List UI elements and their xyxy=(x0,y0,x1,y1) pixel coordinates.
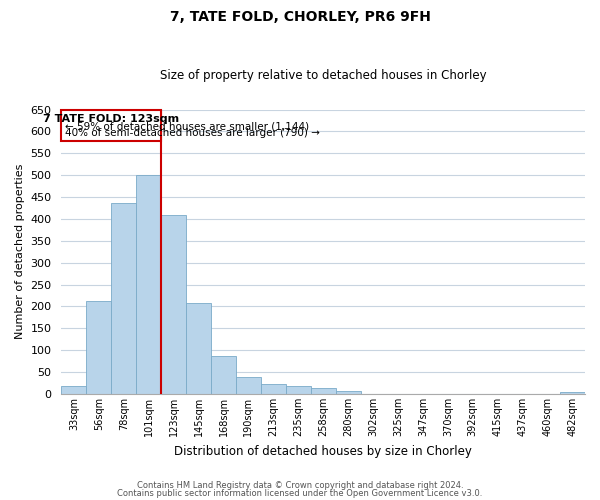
Bar xyxy=(186,304,211,394)
Text: ← 59% of detached houses are smaller (1,144): ← 59% of detached houses are smaller (1,… xyxy=(65,122,309,132)
Bar xyxy=(261,384,286,394)
Bar xyxy=(311,388,335,394)
Bar xyxy=(236,376,261,394)
Text: 40% of semi-detached houses are larger (790) →: 40% of semi-detached houses are larger (… xyxy=(65,128,320,138)
Bar xyxy=(111,203,136,394)
Text: 7 TATE FOLD: 123sqm: 7 TATE FOLD: 123sqm xyxy=(43,114,179,124)
Text: Contains public sector information licensed under the Open Government Licence v3: Contains public sector information licen… xyxy=(118,488,482,498)
Bar xyxy=(211,356,236,394)
Text: Contains HM Land Registry data © Crown copyright and database right 2024.: Contains HM Land Registry data © Crown c… xyxy=(137,481,463,490)
Bar xyxy=(61,386,86,394)
Bar xyxy=(161,216,186,394)
Y-axis label: Number of detached properties: Number of detached properties xyxy=(15,164,25,340)
Title: Size of property relative to detached houses in Chorley: Size of property relative to detached ho… xyxy=(160,69,487,82)
Bar xyxy=(136,175,161,394)
Text: 7, TATE FOLD, CHORLEY, PR6 9FH: 7, TATE FOLD, CHORLEY, PR6 9FH xyxy=(170,10,430,24)
Bar xyxy=(335,391,361,394)
FancyBboxPatch shape xyxy=(61,110,161,141)
X-axis label: Distribution of detached houses by size in Chorley: Distribution of detached houses by size … xyxy=(174,444,472,458)
Bar xyxy=(86,301,111,394)
Bar xyxy=(286,386,311,394)
Bar xyxy=(560,392,585,394)
